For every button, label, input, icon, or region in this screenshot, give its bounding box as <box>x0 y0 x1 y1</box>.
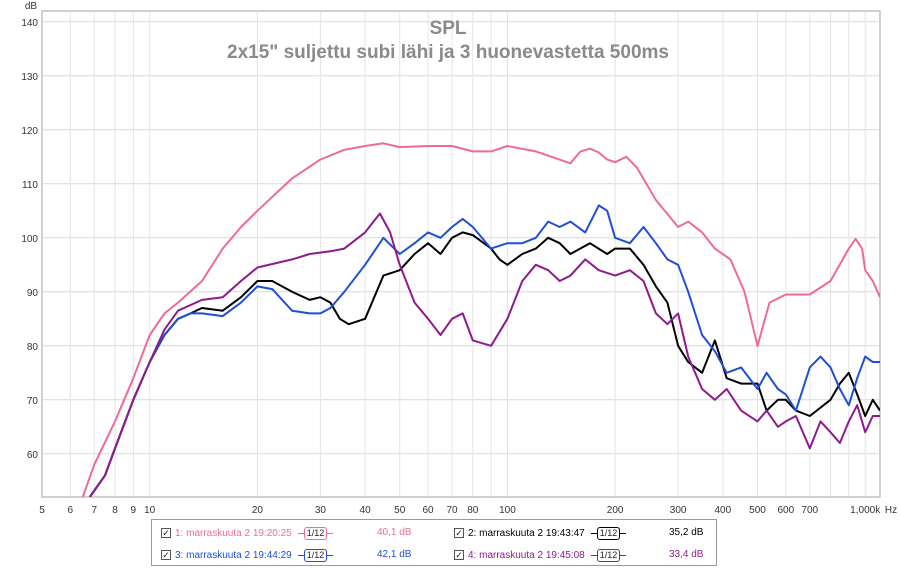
checkbox-icon[interactable]: ✓ <box>161 549 171 560</box>
legend-level-4: 33,4 dB <box>669 549 704 560</box>
x-tick-label: 5 <box>39 505 45 516</box>
x-tick-label: 10 <box>144 505 156 516</box>
y-axis-ticks: 60 70 80 90 100 110 120 130 140 <box>21 18 38 461</box>
x-tick-label: 300 <box>670 505 687 516</box>
chart-subtitle: 2x15" suljettu subi lähi ja 3 huonevaste… <box>227 42 669 63</box>
legend-item-2[interactable]: ✓ 2: marraskuuta 2 19:43:47 1/12 <box>454 525 627 541</box>
legend-label-3: 3: marraskuuta 2 19:44:29 <box>175 549 292 561</box>
smoothing-label-4: 1/12 <box>596 548 621 562</box>
x-tick-label: 700 <box>801 505 818 516</box>
x-tick-label: 20 <box>252 505 264 516</box>
series-line-2 <box>88 231 880 497</box>
series-line-1 <box>81 142 880 497</box>
y-tick-label: 100 <box>21 234 38 245</box>
x-tick-label: 600 <box>777 505 794 516</box>
x-tick-label: 400 <box>714 505 731 516</box>
x-tick-label: 8 <box>112 505 118 516</box>
x-tick-label: 1,000k <box>850 505 881 516</box>
checkbox-icon[interactable]: ✓ <box>454 549 464 560</box>
legend-item-1[interactable]: ✓ 1: marraskuuta 2 19:20:25 1/12 <box>161 525 334 541</box>
smoothing-label-1: 1/12 <box>303 526 328 540</box>
checkbox-icon[interactable]: ✓ <box>454 527 464 538</box>
chart-title: SPL <box>430 18 467 39</box>
x-tick-label: 80 <box>467 505 479 516</box>
x-tick-label: 70 <box>446 505 458 516</box>
x-tick-label: 500 <box>749 505 766 516</box>
x-tick-label: 9 <box>131 505 137 516</box>
y-tick-label: 120 <box>21 126 38 137</box>
smoothing-badge-3[interactable]: 1/12 <box>297 548 334 562</box>
y-tick-label: 140 <box>21 18 38 29</box>
legend-level-1: 40,1 dB <box>377 527 412 538</box>
smoothing-badge-1[interactable]: 1/12 <box>297 526 334 540</box>
x-axis-unit: Hz <box>885 505 897 516</box>
y-tick-label: 60 <box>27 450 39 461</box>
checkbox-icon[interactable]: ✓ <box>161 527 171 538</box>
legend: ✓ 1: marraskuuta 2 19:20:25 1/12 40,1 dB… <box>151 519 717 566</box>
spl-chart: 5 6 7 8 9 10 20 30 40 50 60 70 80 100 200 300 400 500 600 7… <box>21 1 897 516</box>
x-tick-label: 60 <box>423 505 435 516</box>
legend-level-3: 42,1 dB <box>377 549 412 560</box>
legend-level-2: 35,2 dB <box>669 527 704 538</box>
smoothing-label-2: 1/12 <box>596 526 621 540</box>
y-tick-label: 110 <box>22 180 38 191</box>
legend-label-2: 2: marraskuuta 2 19:43:47 <box>468 527 585 539</box>
x-tick-label: 30 <box>315 505 327 516</box>
smoothing-label-3: 1/12 <box>303 548 328 562</box>
x-tick-label: 100 <box>499 505 516 516</box>
plot-area <box>41 10 881 498</box>
y-tick-label: 90 <box>27 288 39 299</box>
legend-item-3[interactable]: ✓ 3: marraskuuta 2 19:44:29 1/12 <box>161 547 334 563</box>
series-group <box>81 142 880 497</box>
smoothing-badge-4[interactable]: 1/12 <box>590 548 627 562</box>
x-tick-label: 200 <box>607 505 624 516</box>
x-tick-label: 7 <box>91 505 97 516</box>
y-tick-label: 80 <box>27 342 39 353</box>
x-tick-label: 50 <box>394 505 406 516</box>
x-tick-label: 6 <box>68 505 74 516</box>
series-line-4 <box>88 212 880 497</box>
x-axis-ticks: 5 6 7 8 9 10 20 30 40 50 60 70 80 100 200 300 400 500 600 7… <box>39 505 881 516</box>
y-tick-label: 70 <box>27 396 39 407</box>
series-line-3 <box>88 204 880 497</box>
x-tick-label: 40 <box>360 505 372 516</box>
legend-label-4: 4: marraskuuta 2 19:45:08 <box>468 549 585 561</box>
legend-label-1: 1: marraskuuta 2 19:20:25 <box>175 527 292 539</box>
y-tick-label: 130 <box>21 72 38 83</box>
y-axis-unit: dB <box>25 1 38 12</box>
smoothing-badge-2[interactable]: 1/12 <box>590 526 627 540</box>
legend-item-4[interactable]: ✓ 4: marraskuuta 2 19:45:08 1/12 <box>454 547 627 563</box>
